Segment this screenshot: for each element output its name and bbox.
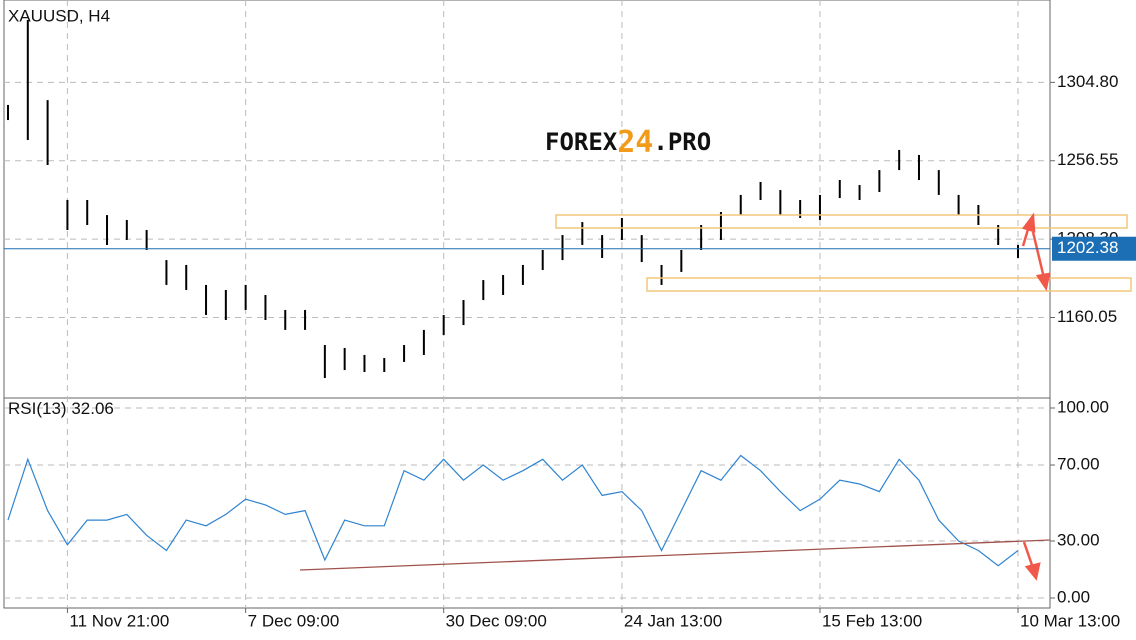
y-tick-label: 1160.05 bbox=[1057, 307, 1117, 326]
x-tick-label: 24 Jan 13:00 bbox=[624, 611, 722, 630]
y-tick-label: 100.00 bbox=[1057, 397, 1109, 416]
resistance-zone bbox=[555, 214, 1128, 229]
watermark-part: 24 bbox=[617, 125, 653, 160]
grid bbox=[4, 0, 1050, 608]
x-tick-label: 10 Mar 13:00 bbox=[1020, 611, 1120, 630]
x-tick-label: 11 Nov 21:00 bbox=[69, 611, 169, 630]
marks bbox=[7, 19, 1019, 567]
watermark-part: .PRO bbox=[653, 128, 711, 156]
indicator-name: RSI(13) 32.06 bbox=[8, 399, 114, 418]
x-tick-label: 7 Dec 09:00 bbox=[248, 611, 340, 630]
last-price-box bbox=[1052, 236, 1136, 261]
y-tick-label: 1256.55 bbox=[1057, 150, 1118, 169]
y-tick-label: 30.00 bbox=[1057, 530, 1100, 549]
watermark: FOREX24.PRO bbox=[545, 125, 711, 160]
chart-title: XAUUSD, H4 bbox=[8, 6, 110, 25]
rsi-trendline bbox=[299, 539, 1051, 571]
support-zone bbox=[646, 277, 1132, 292]
x-tick-label: 15 Feb 13:00 bbox=[822, 611, 922, 630]
y-tick-label: 70.00 bbox=[1057, 454, 1100, 473]
watermark-part: FOREX bbox=[545, 128, 618, 156]
y-tick-label: 1304.80 bbox=[1057, 72, 1118, 91]
indicator-label: RSI(13) bbox=[8, 399, 67, 418]
frame bbox=[3, 0, 1051, 609]
last-price-label: 1202.38 bbox=[1057, 238, 1118, 257]
arrows bbox=[1021, 212, 1051, 581]
x-tick-label: 30 Dec 09:00 bbox=[446, 611, 547, 630]
rsi-line bbox=[7, 454, 1019, 567]
indicator-value: 32.06 bbox=[71, 399, 114, 418]
y-tick-label: 0.00 bbox=[1057, 587, 1090, 606]
